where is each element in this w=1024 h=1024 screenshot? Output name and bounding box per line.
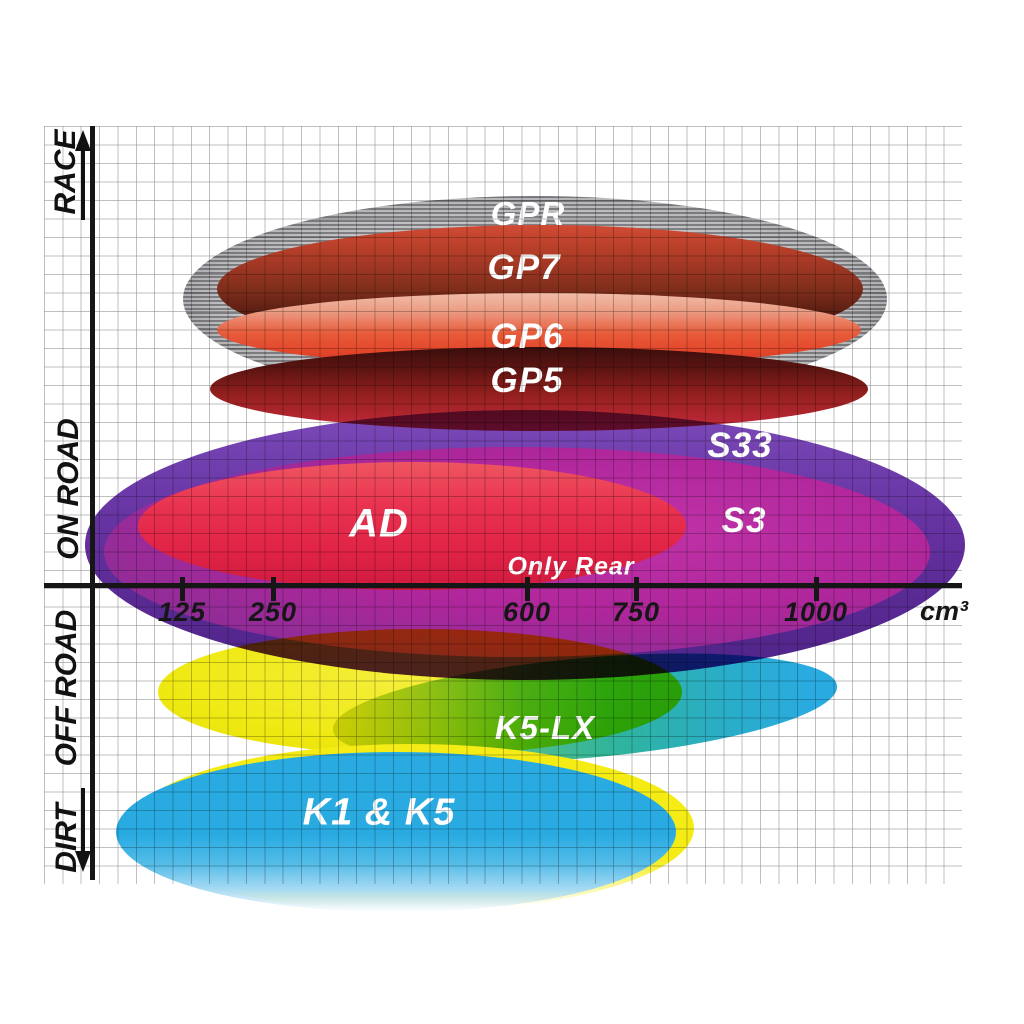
label-s33: S33: [707, 426, 773, 465]
label-gp5: GP5: [490, 361, 564, 400]
x-tick-250: [271, 577, 276, 601]
x-tick-600: [525, 577, 530, 601]
arrow-down-shaft: [81, 788, 85, 852]
label-k5lx: K5-LX: [494, 709, 596, 746]
arrow-up-shaft: [81, 148, 85, 220]
zone-label-off-road: OFF ROAD: [50, 609, 83, 767]
x-axis-unit-label: cm³: [919, 596, 969, 626]
y-axis-line: [90, 126, 95, 880]
x-tick-label-600: 600: [502, 597, 552, 627]
x-tick-label-1000: 1000: [783, 597, 849, 627]
x-tick-1000: [814, 577, 819, 601]
label-ad: AD: [349, 501, 409, 546]
arrow-down-icon: [75, 851, 91, 872]
label-s3: S3: [721, 501, 767, 540]
x-axis-line: [44, 583, 962, 588]
label-gpr: GPR: [490, 195, 566, 232]
x-tick-label-250: 250: [248, 597, 298, 627]
x-tick-label-125: 125: [157, 597, 207, 627]
x-tick-label-750: 750: [611, 597, 661, 627]
label-gp7: GP7: [487, 248, 561, 287]
arrow-up-icon: [75, 130, 91, 151]
zone-label-on-road: ON ROAD: [52, 418, 85, 560]
x-tick-125: [180, 577, 185, 601]
x-tick-750: [634, 577, 639, 601]
label-gp6: GP6: [490, 317, 564, 356]
label-k1k5: K1 & K5: [302, 791, 456, 834]
